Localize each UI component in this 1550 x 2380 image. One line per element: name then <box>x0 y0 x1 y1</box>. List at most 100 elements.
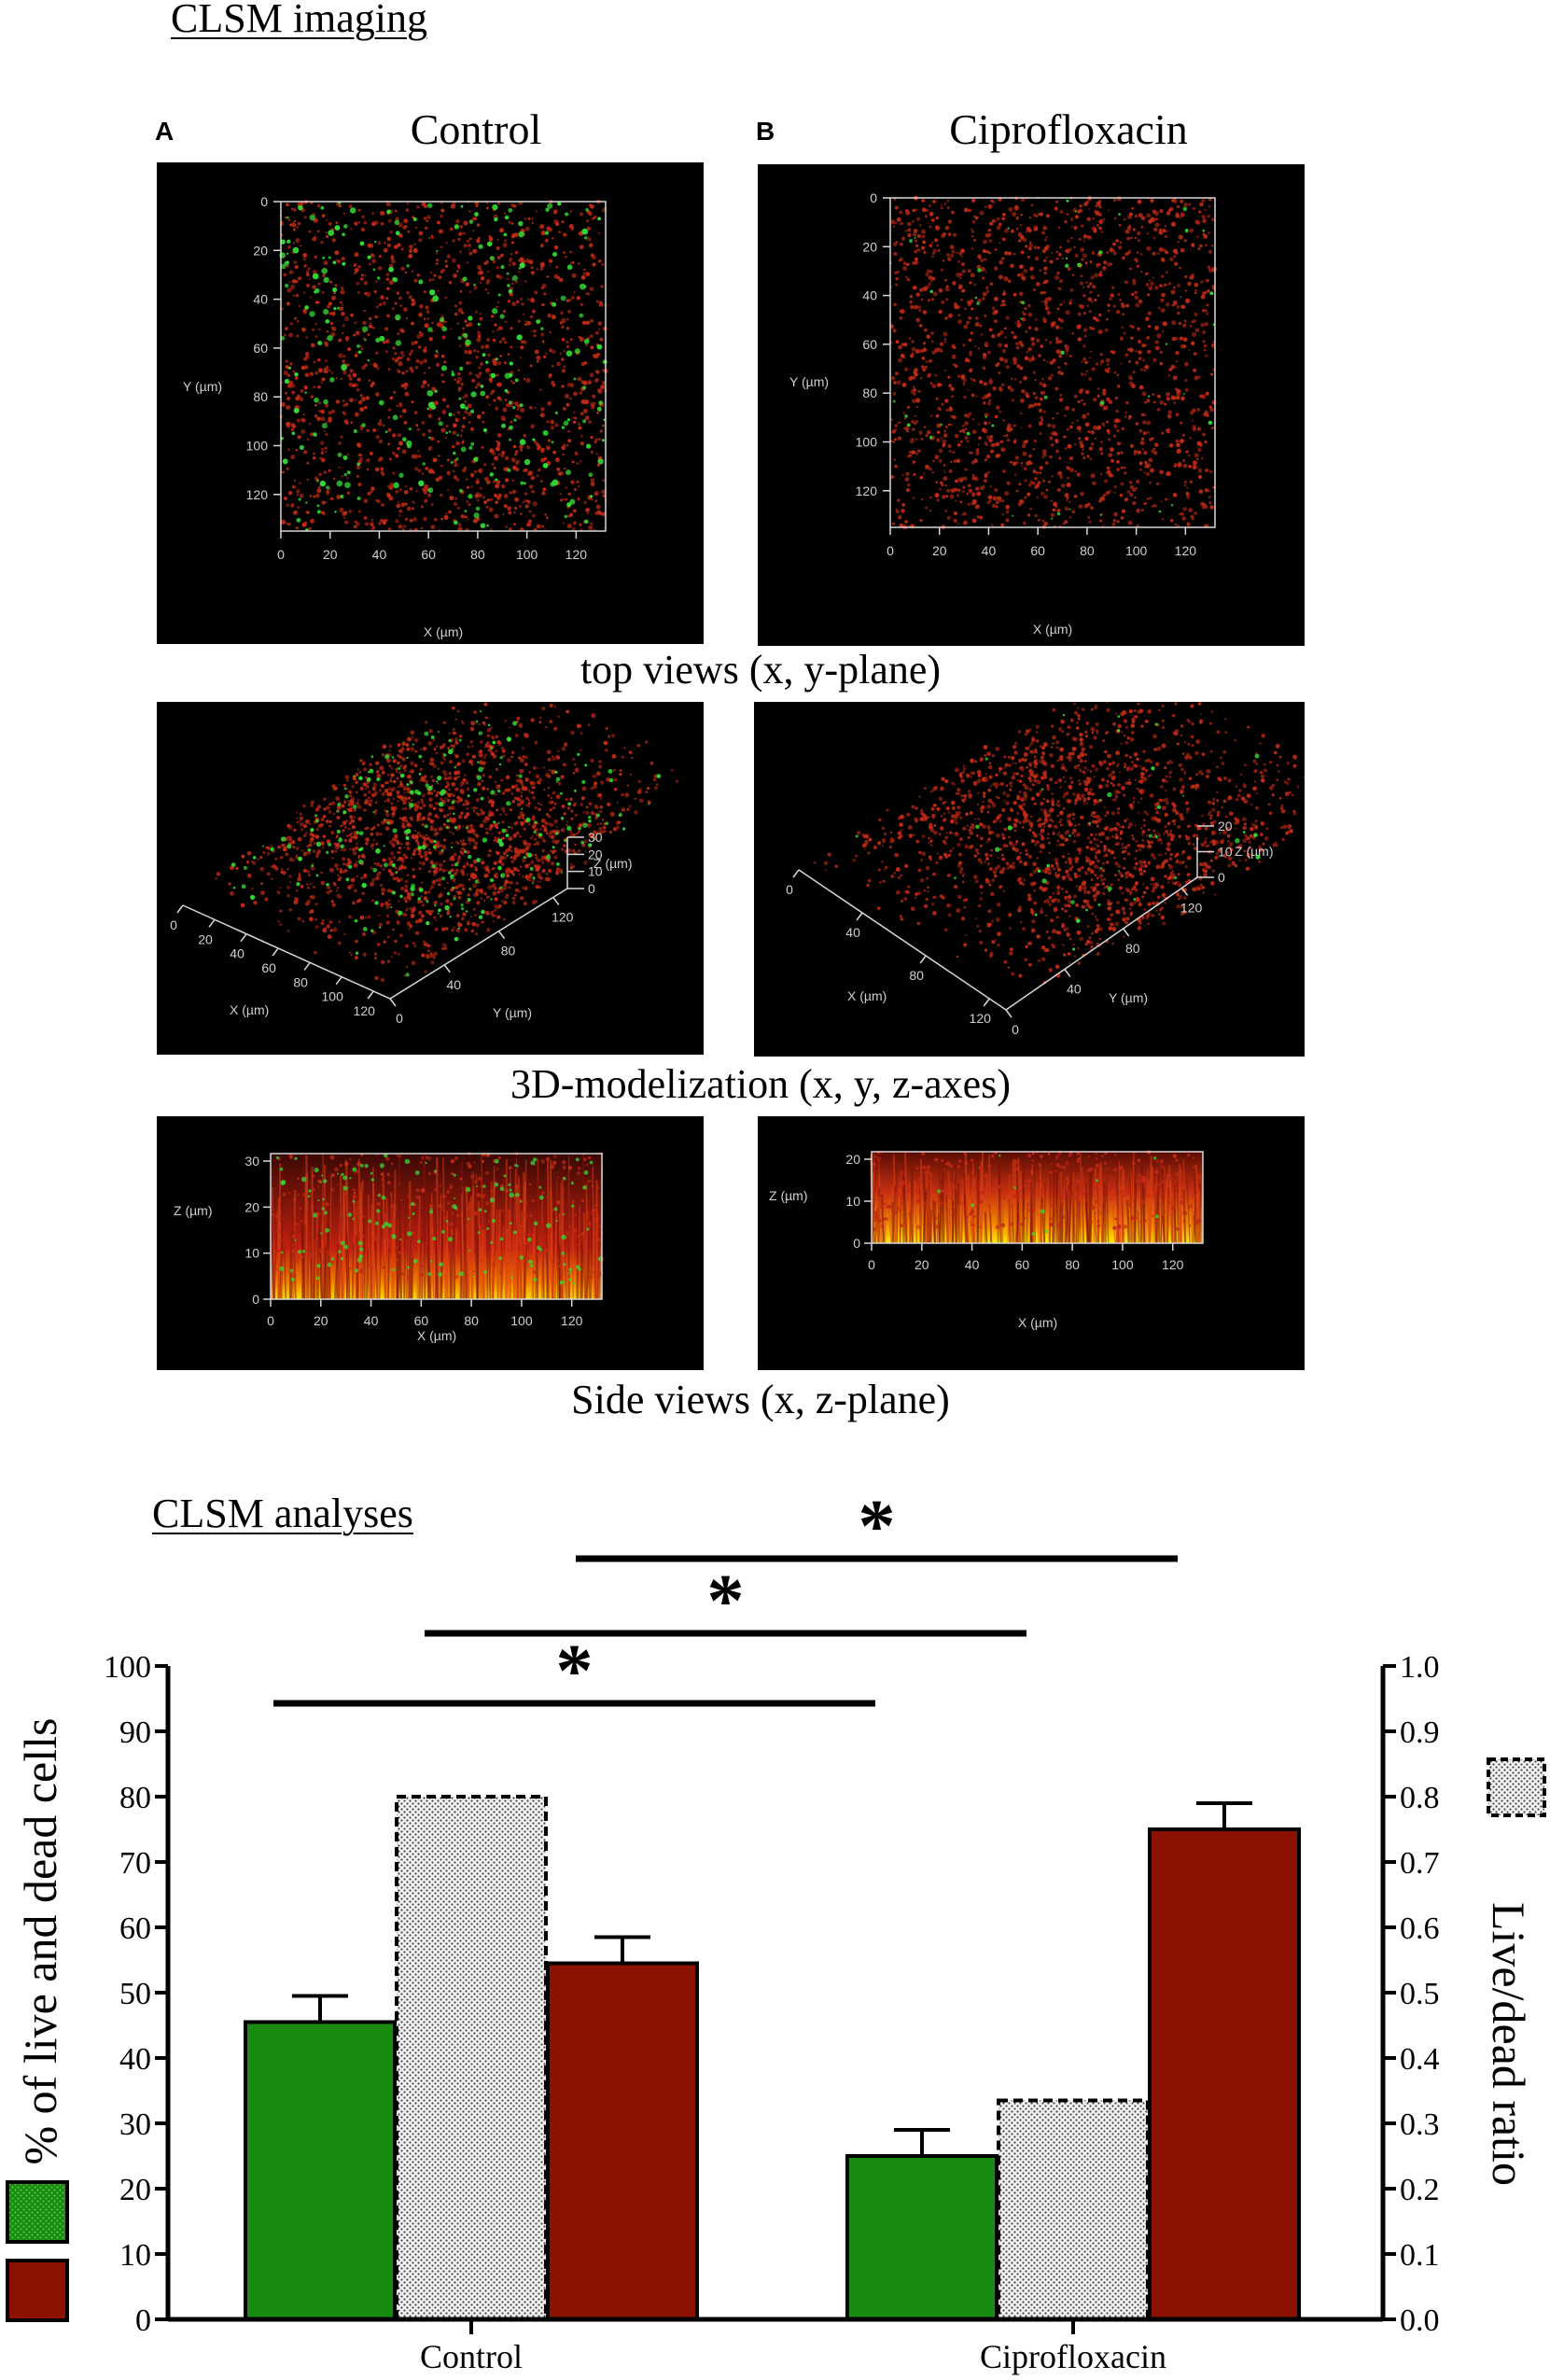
dead-cell-dot <box>533 837 537 841</box>
dead-cell-dot <box>555 266 558 269</box>
dead-cell-dot <box>917 389 921 393</box>
dead-cell-dot <box>970 234 974 238</box>
dead-cell-dot <box>1000 447 1006 453</box>
dead-cell-dot <box>655 783 659 786</box>
dead-cell-dot <box>1159 469 1164 475</box>
dead-cell-dot <box>990 199 994 203</box>
dead-cell-dot <box>905 488 910 493</box>
dead-cell-dot <box>1106 420 1110 424</box>
dead-cell-dot <box>1043 266 1048 271</box>
dead-cell-dot <box>1003 328 1006 330</box>
dead-cell-dot <box>1025 440 1028 443</box>
dead-cell-dot <box>480 361 483 366</box>
dead-cell-dot <box>1094 437 1096 440</box>
dead-cell-dot <box>540 818 546 823</box>
dead-cell-dot <box>516 300 520 304</box>
dead-cell-dot <box>1089 447 1094 451</box>
dead-cell-dot <box>547 774 552 778</box>
dead-cell-dot <box>389 458 393 461</box>
dead-cell-dot <box>502 863 505 866</box>
dead-cell-dot <box>402 225 407 230</box>
dead-cell-dot <box>955 364 958 369</box>
live-cell-dot <box>1147 395 1151 398</box>
dead-cell-dot <box>916 234 921 239</box>
dead-cell-dot <box>1128 249 1131 252</box>
dead-cell-dot <box>508 511 512 515</box>
dead-cell-dot <box>301 804 306 808</box>
dead-cell-dot <box>566 806 571 810</box>
dead-cell-dot <box>420 914 425 918</box>
dead-cell-dot <box>568 223 574 229</box>
dead-cell-dot <box>1013 205 1019 212</box>
dead-cell-dot <box>1204 410 1208 413</box>
dead-cell-dot <box>468 322 473 327</box>
dead-cell-dot <box>1184 378 1188 383</box>
dead-cell-dot <box>1050 321 1056 327</box>
dead-cell-dot <box>446 458 450 462</box>
dead-cell-dot <box>1116 373 1120 376</box>
dead-cell-dot <box>1176 395 1180 400</box>
dead-cell-dot <box>913 473 915 477</box>
dead-cell-dot <box>373 809 378 813</box>
dead-cell-dot <box>363 516 368 520</box>
dead-cell-dot <box>502 512 505 516</box>
live-cell-dot <box>974 296 977 300</box>
dead-cell-dot <box>296 334 300 338</box>
dead-cell-dot <box>936 383 942 387</box>
dead-cell-dot <box>1192 245 1195 248</box>
dead-cell-dot <box>398 488 403 492</box>
dead-cell-dot <box>554 849 557 853</box>
live-cell-dot <box>286 216 289 219</box>
dead-cell-dot <box>445 425 449 428</box>
dead-cell-dot <box>592 404 595 408</box>
dead-cell-dot <box>422 433 426 437</box>
dead-cell-dot <box>484 476 489 482</box>
dead-cell-dot <box>1153 325 1160 330</box>
dead-cell-dot <box>436 220 440 225</box>
dead-cell-dot <box>410 857 412 860</box>
dead-cell-dot <box>390 851 395 856</box>
dead-cell-dot <box>1144 501 1148 505</box>
dead-cell-dot <box>1019 381 1022 384</box>
dead-cell-dot <box>619 769 622 772</box>
live-cell-dot <box>418 279 424 285</box>
dead-cell-dot <box>328 824 332 828</box>
dead-cell-dot <box>566 823 568 827</box>
dead-cell-dot <box>1147 232 1150 235</box>
dead-cell-dot <box>624 792 630 798</box>
dead-cell-dot <box>1041 449 1047 455</box>
dead-cell-dot <box>469 827 474 832</box>
dead-cell-dot <box>915 349 920 354</box>
dead-cell-dot <box>325 819 329 824</box>
dead-cell-dot <box>527 519 532 524</box>
dead-cell-dot <box>446 798 451 803</box>
dead-cell-dot <box>432 806 437 810</box>
dead-cell-dot <box>1017 502 1022 507</box>
dead-cell-dot <box>934 455 940 460</box>
dead-cell-dot <box>461 887 466 891</box>
dead-cell-dot <box>529 484 534 489</box>
dead-cell-dot <box>1011 330 1014 335</box>
dead-cell-dot <box>951 210 955 215</box>
dead-cell-dot <box>291 222 297 228</box>
dead-cell-dot <box>971 428 977 435</box>
dead-cell-dot <box>1066 213 1069 216</box>
dead-cell-dot <box>901 383 907 387</box>
dead-cell-dot <box>1128 347 1134 353</box>
dead-cell-dot <box>571 527 576 532</box>
dead-cell-dot <box>404 856 408 860</box>
dead-cell-dot <box>579 212 584 217</box>
dead-cell-dot <box>1116 196 1122 202</box>
dead-cell-dot <box>331 903 336 907</box>
dead-cell-dot <box>1208 205 1211 208</box>
live-cell-dot <box>519 439 526 445</box>
dead-cell-dot <box>1138 339 1142 344</box>
dead-cell-dot <box>983 478 988 483</box>
dead-cell-dot <box>574 813 578 817</box>
live-cell-dot <box>473 283 477 287</box>
dead-cell-dot <box>1092 397 1097 402</box>
dead-cell-dot <box>281 382 284 385</box>
dead-cell-dot <box>898 344 902 350</box>
dead-cell-dot <box>328 221 332 226</box>
dead-cell-dot <box>922 310 928 315</box>
